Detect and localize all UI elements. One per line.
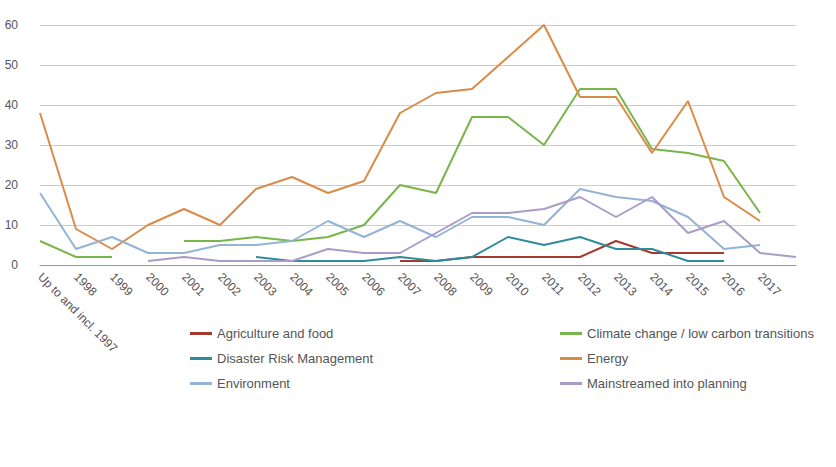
svg-text:Mainstreamed into planning: Mainstreamed into planning [587, 376, 747, 391]
svg-text:Up to and incl. 1997: Up to and incl. 1997 [35, 270, 121, 356]
svg-text:2004: 2004 [287, 270, 316, 299]
svg-text:2001: 2001 [179, 270, 208, 299]
svg-text:Climate change / low carbon tr: Climate change / low carbon transitions [587, 326, 814, 341]
svg-text:Energy: Energy [587, 351, 629, 366]
svg-text:2000: 2000 [143, 270, 172, 299]
svg-text:2006: 2006 [359, 270, 388, 299]
svg-text:2016: 2016 [719, 270, 748, 299]
svg-text:Agriculture and food: Agriculture and food [217, 326, 333, 341]
svg-text:2015: 2015 [683, 270, 712, 299]
svg-text:2012: 2012 [575, 270, 604, 299]
svg-text:50: 50 [5, 58, 19, 72]
svg-text:Disaster Risk Management: Disaster Risk Management [217, 351, 373, 366]
svg-text:1998: 1998 [71, 270, 100, 299]
svg-text:2017: 2017 [755, 270, 784, 299]
svg-text:2002: 2002 [215, 270, 244, 299]
svg-text:2009: 2009 [467, 270, 496, 299]
svg-text:2003: 2003 [251, 270, 280, 299]
svg-text:1999: 1999 [107, 270, 136, 299]
svg-text:2007: 2007 [395, 270, 424, 299]
svg-text:2013: 2013 [611, 270, 640, 299]
svg-text:10: 10 [5, 218, 19, 232]
svg-text:2011: 2011 [539, 270, 567, 298]
svg-text:30: 30 [5, 138, 19, 152]
svg-text:2014: 2014 [647, 270, 676, 299]
svg-text:0: 0 [11, 258, 18, 272]
svg-text:2008: 2008 [431, 270, 460, 299]
svg-text:Environment: Environment [217, 376, 290, 391]
svg-text:20: 20 [5, 178, 19, 192]
svg-text:2010: 2010 [503, 270, 532, 299]
svg-text:60: 60 [5, 18, 19, 32]
svg-text:40: 40 [5, 98, 19, 112]
svg-text:2005: 2005 [323, 270, 352, 299]
